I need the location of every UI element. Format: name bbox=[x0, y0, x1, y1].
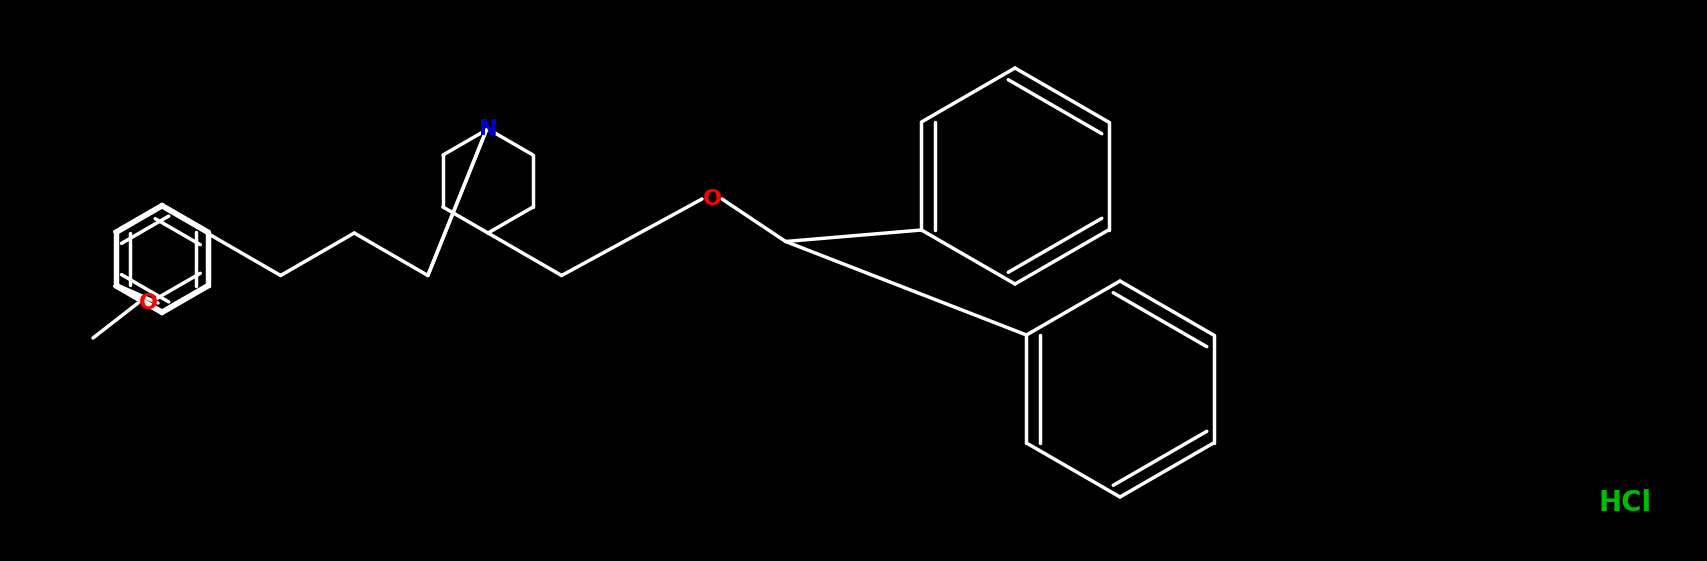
Text: O: O bbox=[702, 189, 720, 209]
Text: N: N bbox=[478, 119, 497, 139]
Text: O: O bbox=[138, 293, 157, 313]
Text: HCl: HCl bbox=[1598, 489, 1651, 517]
Text: N: N bbox=[478, 119, 497, 139]
